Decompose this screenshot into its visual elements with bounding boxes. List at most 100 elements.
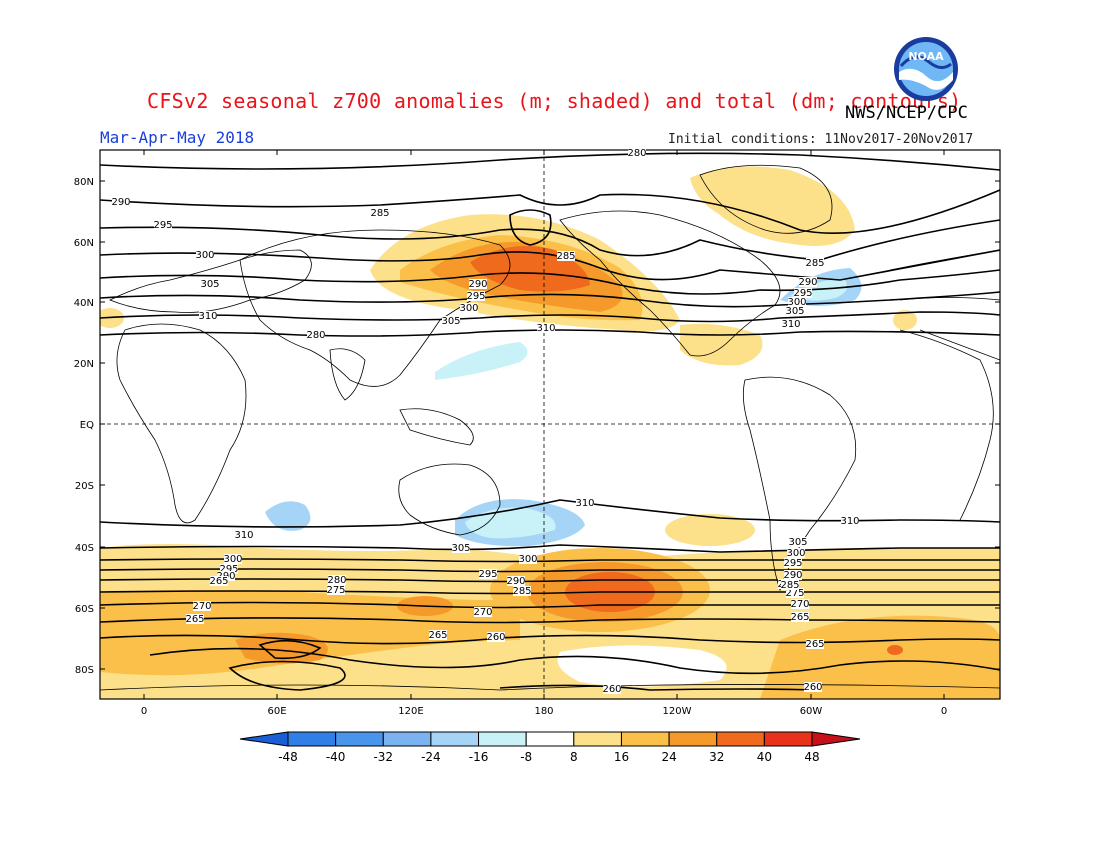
colorbar-segment (430, 731, 480, 747)
contour-label-bg (537, 323, 555, 333)
colorbar-segment (287, 731, 337, 747)
contour-label: 265 (185, 614, 204, 625)
contour-label-bg (786, 306, 804, 316)
contour-label: 280 (306, 330, 325, 341)
colorbar-label: -16 (469, 750, 489, 764)
contour-label-bg (513, 586, 531, 596)
contour-label: 260 (486, 632, 505, 643)
colorbar-label: -40 (326, 750, 346, 764)
contour-labels: 2802852902953003053102802852902953003053… (111, 148, 860, 695)
contour-label-bg (199, 311, 217, 321)
lat-tick-label: 20N (74, 359, 94, 370)
contour-label-bg (507, 576, 525, 586)
contour-label-bg (576, 498, 594, 508)
anomaly-shading (100, 166, 1000, 699)
reference-grid (100, 150, 1000, 699)
contour-label-bg (784, 570, 802, 580)
contour-label: 270 (790, 599, 809, 610)
lon-tick-label: 0 (141, 706, 147, 717)
colorbar-label: -8 (520, 750, 532, 764)
contour-label: 280 (627, 148, 646, 159)
contour-label: 310 (575, 498, 594, 509)
contour-label-bg (186, 614, 204, 624)
contour-label: 300 (787, 297, 806, 308)
contour-label: 310 (234, 530, 253, 541)
colorbar-label: 48 (804, 750, 819, 764)
contour-label-bg (806, 258, 824, 268)
contour-label: 310 (536, 323, 555, 334)
lon-tick-label: 0 (941, 706, 947, 717)
contour-label: 300 (223, 554, 242, 565)
contour-label: 270 (192, 601, 211, 612)
contour-label: 295 (793, 288, 812, 299)
contour-label: 310 (781, 319, 800, 330)
lat-tick-label: 40S (75, 543, 94, 554)
contour-label-bg (841, 516, 859, 526)
colorbar-segment (573, 731, 622, 747)
chart-title: CFSv2 seasonal z700 anomalies (m; shaded… (147, 89, 962, 113)
contour-label-bg (235, 530, 253, 540)
contour-label-bg (784, 558, 802, 568)
colorbar-label: 16 (614, 750, 629, 764)
lon-tick-label: 60E (267, 706, 286, 717)
contour-label-bg (196, 250, 214, 260)
contour-label: 300 (518, 554, 537, 565)
lat-tick-label: 80S (75, 665, 94, 676)
season-label: Mar-Apr-May 2018 (100, 128, 255, 147)
contour-label: 300 (786, 548, 805, 559)
contour-label-bg (781, 580, 799, 590)
contour-label-bg (469, 279, 487, 289)
contour-label-bg (154, 220, 172, 230)
colorbar-segment (763, 731, 813, 747)
colorbar-segment (525, 731, 575, 747)
contour-label-bg (782, 319, 800, 329)
contour-label: 305 (788, 537, 807, 548)
contour-label-bg (371, 208, 389, 218)
contour-label: 290 (111, 197, 130, 208)
contour-label: 275 (326, 585, 345, 596)
contour-label: 285 (556, 251, 575, 262)
colorbar-segment (668, 731, 718, 747)
contour-label-bg (442, 316, 460, 326)
contour-label-bg (201, 279, 219, 289)
contour-label: 280 (327, 575, 346, 586)
lon-tick-label: 60W (800, 706, 823, 717)
lat-tick-label: EQ (80, 420, 94, 431)
lon-tick-label: 120W (663, 706, 692, 717)
lon-tick-label: 120E (398, 706, 423, 717)
contour-label: 305 (441, 316, 460, 327)
logo-text: NOAA (908, 50, 944, 63)
colorbar-label: -48 (278, 750, 298, 764)
contour-label-bg (788, 297, 806, 307)
contour-label-bg (786, 588, 804, 598)
contour-label-bg (479, 569, 497, 579)
contour-label: 270 (473, 607, 492, 618)
contour-label-bg (220, 564, 238, 574)
colorbar-label: 32 (709, 750, 724, 764)
contour-label: 290 (798, 277, 817, 288)
contour-label: 290 (506, 576, 525, 587)
colorbar-segment (716, 731, 765, 747)
contour-label: 285 (805, 258, 824, 269)
contour-label-bg (787, 548, 805, 558)
contour-label-bg (327, 585, 345, 595)
colorbar-label: -32 (373, 750, 393, 764)
contour-label: 305 (200, 279, 219, 290)
contour-label-bg (789, 537, 807, 547)
lat-tick-label: 60N (74, 238, 94, 249)
contour-label-bg (799, 277, 817, 287)
contour-label: 285 (512, 586, 531, 597)
contour-label: 285 (370, 208, 389, 219)
contour-label-bg (328, 575, 346, 585)
contour-label-bg (210, 576, 228, 586)
contour-label: 305 (785, 306, 804, 317)
lat-tick-label: 60S (75, 604, 94, 615)
contour-label-bg (791, 599, 809, 609)
height-contours (100, 152, 1000, 691)
colorbar-label: 24 (661, 750, 676, 764)
colorbar-label: -24 (421, 750, 441, 764)
contour-label-bg (224, 554, 242, 564)
colorbar: -48 -40 -32 -24 -16 -8 8 16 24 32 40 48 (239, 731, 861, 764)
contour-label-bg (804, 682, 822, 692)
colorbar-segment (620, 731, 670, 747)
